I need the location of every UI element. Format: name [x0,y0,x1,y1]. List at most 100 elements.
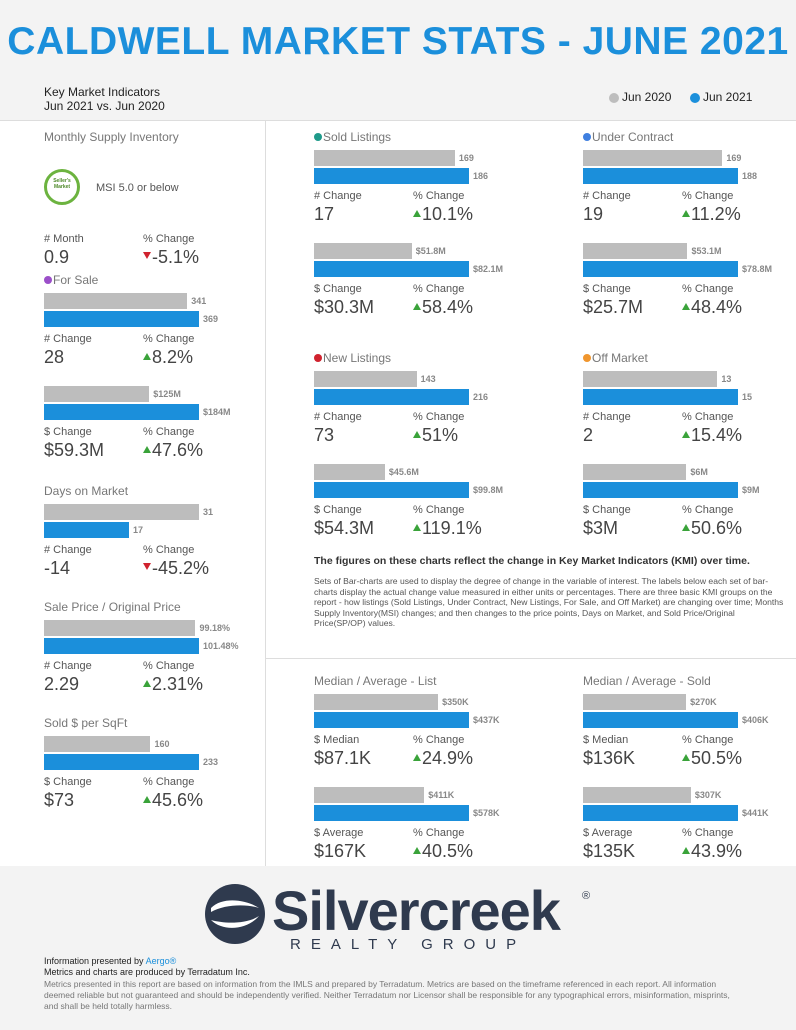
badge [44,169,80,205]
bar [583,261,738,277]
stat-value: $167K [314,841,367,861]
logo-mark: ® [582,890,591,902]
trend-up [413,210,421,217]
stat-label: % Change [682,734,734,746]
stat-value: $135K [583,841,636,861]
section-title: Under Contract [592,130,674,144]
stat-value: 50.6% [691,518,743,538]
section-title: Days on Market [44,484,129,498]
logo-sub: REALTY GROUP [290,936,527,953]
stat-value: 17 [314,204,335,224]
bar-label: 160 [154,739,170,749]
section-title: New Listings [323,351,392,365]
presenter: Aergo® [145,956,177,966]
legend-label: Jun 2021 [703,90,753,104]
stat-value: 58.4% [422,297,474,317]
stat-label: # Change [44,333,92,345]
stat-label: % Change [413,411,465,423]
trend-up [682,210,690,217]
description-headline: The figures on these charts reflect the … [314,555,750,567]
stat-value: 0.9 [44,247,70,267]
stat-label: $ Median [583,734,629,746]
divider [0,120,796,121]
trend-up [413,524,421,531]
trend-up [682,524,690,531]
section-title: Sale Price / Original Price [44,600,181,614]
bar [583,805,738,821]
bar-label: $350K [442,697,469,707]
bar-label: $406K [742,715,769,725]
bar-label: $9M [742,485,760,495]
msi-note: MSI 5.0 or below [96,182,179,194]
stat-label: % Change [143,544,195,556]
bar [44,293,188,309]
stat-value: $54.3M [314,518,375,538]
bar [583,482,738,498]
stat-label: % Change [413,283,465,295]
section-title: Sold $ per SqFt [44,716,128,730]
stat-value: 24.9% [422,748,474,768]
stat-label: % Change [413,734,465,746]
stat-label: $ Median [314,734,360,746]
stat-value: $136K [583,748,636,768]
title: CALDWELL MARKET STATS - JUNE 2021 [7,20,789,63]
stat-value: 10.1% [422,204,474,224]
bar-label: 15 [742,392,753,402]
bar [314,712,469,728]
bar [44,504,199,520]
stat-value: 11.2% [691,204,741,224]
stat-value: 47.6% [152,440,204,460]
stat-label: % Change [143,233,195,245]
stat-value: 2 [583,425,594,445]
trend-down [143,252,151,259]
footer-bg [0,866,796,1030]
bar-label: $184M [203,407,231,417]
stat-label: # Change [314,190,362,202]
bar [583,168,738,184]
section-title: Median / Average - Sold [583,674,711,688]
bar-label: 31 [203,507,214,517]
stat-label: % Change [413,190,465,202]
presented-by: Information presented by Aergo® [44,956,176,966]
trend-up [413,847,421,854]
stat-value: 43.9% [691,841,743,861]
stat-value: -45.2% [152,558,210,578]
presented-by-text: Information presented by [44,956,144,966]
bar-label: 233 [203,757,219,767]
divider [265,658,796,659]
stat-value: 2.29 [44,674,80,694]
stat-label: % Change [143,426,195,438]
bar [44,754,199,770]
stat-label: % Change [682,504,734,516]
stat-label: % Change [143,776,195,788]
subtitle: Key Market Indicators [44,85,161,99]
bar-label: $578K [473,808,500,818]
bar-label: 169 [458,153,474,163]
stat-value: $30.3M [314,297,375,317]
stat-value: 119.1% [422,518,482,538]
bar-label: 186 [473,171,489,181]
section-title: For Sale [53,273,99,287]
stat-label: % Change [143,333,195,345]
legend-label: Jun 2020 [622,90,672,104]
bar [314,371,417,387]
stat-value: $73 [44,790,75,810]
bar [314,482,469,498]
bar-label: 369 [203,314,219,324]
bar-label: $307K [694,790,722,800]
trend-down [143,563,151,570]
stat-label: $ Change [583,283,631,295]
bar [44,638,199,654]
stat-value: $87.1K [314,748,372,768]
stat-label: % Change [682,827,734,839]
stat-value: -14 [44,558,71,578]
stat-value: $25.7M [583,297,644,317]
bar-label: 188 [742,171,758,181]
legend-dot [690,93,700,103]
stat-value: 50.5% [691,748,743,768]
bar [314,694,439,710]
bar-label: $82.1M [473,264,504,274]
bar-label: $125M [153,389,181,399]
title-dot [314,133,322,141]
